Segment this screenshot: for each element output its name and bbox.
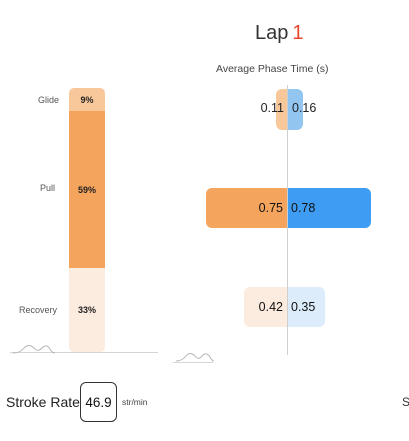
recovery-percent: 33% bbox=[77, 305, 96, 315]
glide-right-value: 0.16 bbox=[292, 101, 317, 115]
recovery-left-value: 0.42 bbox=[258, 300, 283, 314]
stroke-rate-label: Stroke Rate bbox=[6, 394, 80, 410]
phase-label-recovery: Recovery bbox=[18, 305, 57, 315]
phase-label-pull: Pull bbox=[39, 183, 55, 193]
glide-segment: 9% bbox=[69, 88, 105, 111]
pull-right-value: 0.78 bbox=[291, 201, 316, 215]
phase-time-title: Average Phase Time (s) bbox=[216, 63, 329, 75]
pull-left-value: 0.75 bbox=[258, 201, 283, 215]
left-baseline bbox=[10, 352, 158, 353]
lap-label: Lap bbox=[255, 22, 289, 44]
stroke-wave-icon bbox=[12, 345, 56, 354]
stroke-rate-value: 46.9 bbox=[80, 382, 117, 422]
right-baseline bbox=[173, 362, 213, 363]
pull-percent: 59% bbox=[77, 184, 96, 195]
glide-percent: 9% bbox=[80, 94, 94, 105]
lap-number: 1 bbox=[292, 22, 304, 44]
stroke-rate-unit: str/min bbox=[122, 397, 148, 407]
clipped-edge-text: S bbox=[402, 395, 409, 409]
recovery-left-bar: 0.42 bbox=[244, 287, 287, 327]
center-axis bbox=[287, 85, 288, 355]
recovery-segment: 33% bbox=[69, 268, 105, 352]
recovery-right-value: 0.35 bbox=[291, 300, 316, 314]
lap-header: Lap 1 bbox=[255, 22, 304, 45]
stroke-wave-icon bbox=[175, 353, 215, 362]
glide-left-value: 0.11 bbox=[260, 101, 284, 115]
recovery-right-bar: 0.35 bbox=[288, 287, 325, 327]
pull-left-bar: 0.75 bbox=[206, 188, 287, 228]
glide-right-bar bbox=[288, 89, 303, 130]
pull-segment: 59% bbox=[69, 111, 105, 268]
phase-label-glide: Glide bbox=[37, 95, 59, 105]
glide-left-bar bbox=[276, 89, 287, 130]
pull-right-bar: 0.78 bbox=[288, 188, 371, 228]
